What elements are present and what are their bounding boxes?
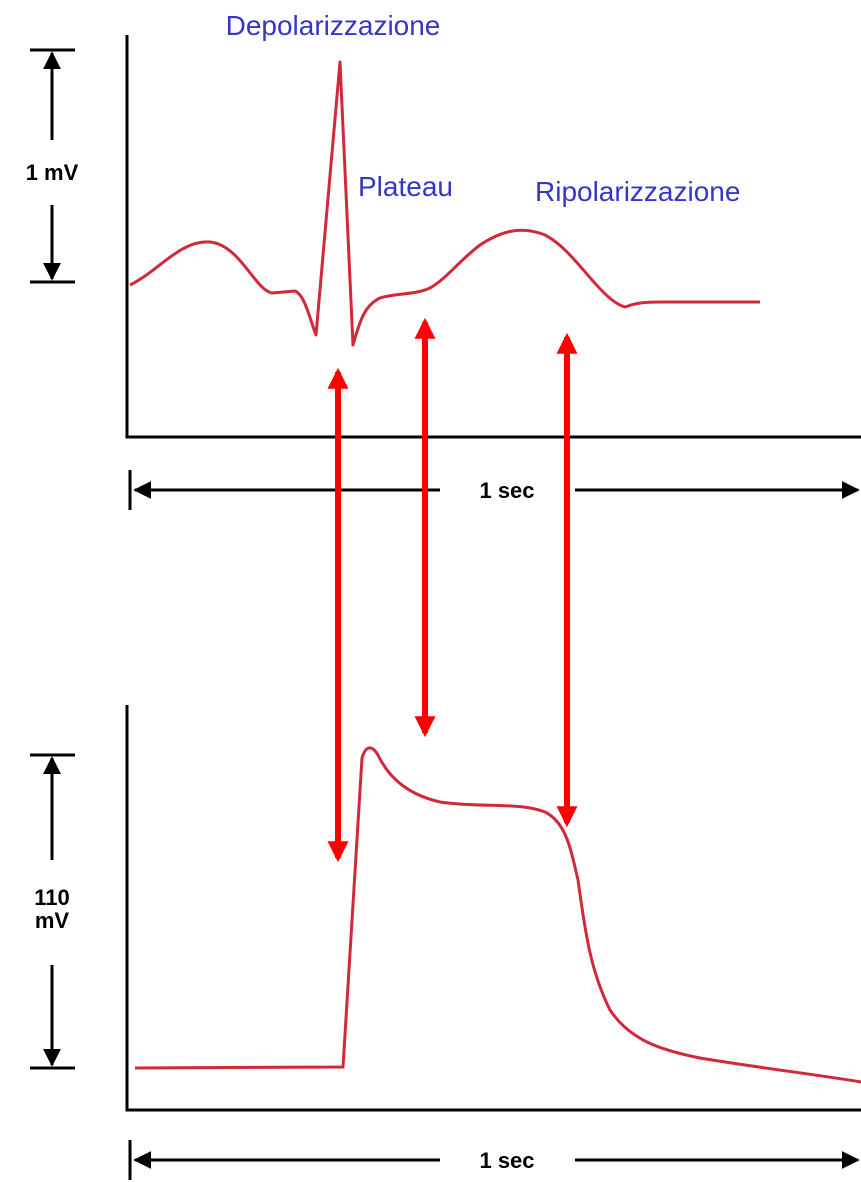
depolarization-label: Depolarizzazione bbox=[226, 10, 441, 41]
action-potential-curve bbox=[134, 746, 861, 1084]
axes bbox=[125, 35, 861, 439]
ecg-panel: 1 mV 1 sec Depolarizzazione Plateau Ripo… bbox=[26, 10, 861, 510]
amplitude-scale: 110 bbox=[34, 885, 70, 910]
plateau-label: Plateau bbox=[358, 171, 453, 202]
amplitude-scale: 1 mV bbox=[26, 160, 79, 185]
axes bbox=[125, 705, 861, 1112]
amplitude-unit: mV bbox=[35, 908, 70, 933]
repolarization-label: Ripolarizzazione bbox=[535, 176, 740, 207]
time-scale: 1 sec bbox=[479, 1148, 534, 1173]
action-potential-panel: 110 mV 1 sec bbox=[30, 705, 861, 1180]
time-scale: 1 sec bbox=[479, 478, 534, 503]
correspondence-arrows bbox=[327, 317, 578, 863]
ecg-curve bbox=[129, 60, 760, 347]
